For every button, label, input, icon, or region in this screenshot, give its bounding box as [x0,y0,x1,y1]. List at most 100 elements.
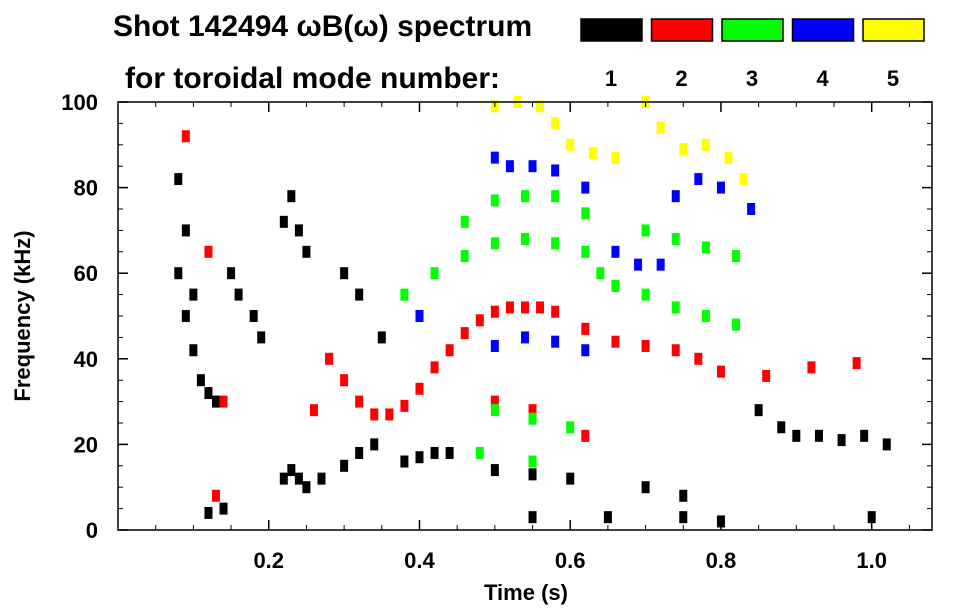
data-point-n1 [234,288,243,301]
data-point-n1 [370,438,379,451]
data-point-n4 [581,344,590,357]
x-tick-label: 0.6 [555,548,586,573]
data-point-n1 [211,395,220,408]
data-point-n4 [656,258,665,271]
data-point-n3 [528,412,537,425]
data-point-n1 [754,404,763,417]
data-point-n2 [340,374,349,387]
data-point-n1 [340,267,349,280]
data-point-n1 [287,464,296,477]
data-point-n3 [521,232,529,245]
data-point-n4 [521,331,529,344]
data-point-n1 [777,421,786,434]
x-axis-label: Time (s) [484,580,568,605]
data-point-n5 [739,173,748,186]
data-point-n4 [551,335,560,348]
data-point-n3 [671,301,680,314]
chart-title: Shot 142494 ωB(ω) spectrum [113,10,532,43]
legend-swatch-3 [721,18,784,42]
data-point-n1 [679,511,688,524]
data-point-n1 [189,344,198,357]
data-point-n1 [294,472,303,485]
data-point-n5 [724,151,733,164]
data-point-n1 [430,446,439,459]
data-point-n1 [317,472,326,485]
data-point-n4 [611,245,620,258]
data-point-n2 [551,305,560,318]
y-tick-label: 40 [74,347,98,372]
data-point-n3 [490,194,499,207]
data-point-n2 [694,352,703,365]
legend-label-4: 4 [816,66,829,91]
data-point-n3 [732,250,741,263]
data-point-n1 [566,472,575,485]
data-point-n3 [581,245,590,258]
data-point-n1 [882,438,891,451]
x-tick-label: 0.4 [404,548,435,573]
data-point-n2 [460,327,469,340]
legend-label: for toroidal mode number: [125,62,500,95]
plot-frame [117,101,933,531]
data-point-n1 [340,459,349,472]
legend-swatch-4 [791,18,855,42]
data-point-n2 [611,335,620,348]
data-point-n2 [521,301,529,314]
data-point-n1 [355,288,364,301]
data-point-n4 [671,190,680,203]
data-point-n4 [551,164,560,177]
y-tick-label: 20 [74,432,98,457]
data-point-n3 [490,404,499,417]
y-tick-label: 100 [61,90,98,115]
data-marks [174,96,891,528]
data-point-n3 [641,224,650,237]
data-point-n4 [490,151,499,164]
data-point-n1 [249,310,258,322]
data-point-n1 [196,374,205,387]
data-point-n5 [656,121,665,134]
data-point-n1 [174,173,183,186]
data-point-n3 [460,215,469,228]
legend-label-3: 3 [746,66,758,91]
data-point-n4 [694,173,703,186]
data-point-n1 [181,224,190,237]
data-point-n4 [490,339,499,352]
data-point-n2 [490,395,499,408]
data-point-n2 [430,361,439,374]
data-point-n3 [701,241,710,254]
data-point-n1 [204,387,213,400]
data-point-n2 [181,130,190,143]
data-point-n2 [716,365,725,378]
series-n1 [174,173,891,528]
data-point-n2 [762,369,771,382]
data-point-n2 [415,382,424,395]
data-point-n1 [867,511,876,524]
data-point-n1 [490,464,499,477]
y-tick-label: 0 [86,518,98,543]
data-point-n1 [528,468,537,481]
data-point-n2 [641,339,650,352]
data-point-n2 [219,395,228,408]
data-point-n5 [566,138,575,151]
data-point-n1 [227,267,236,280]
data-point-n1 [641,481,650,494]
data-point-n3 [596,267,605,280]
data-point-n1 [174,267,183,280]
data-point-n2 [807,361,816,374]
data-point-n1 [279,215,288,228]
legend-label-1: 1 [605,66,617,91]
data-point-n4 [634,258,643,271]
data-point-n5 [551,117,560,130]
x-tick-label: 0.2 [253,548,284,573]
data-point-n1 [679,489,688,502]
data-point-n2 [400,399,409,412]
data-point-n1 [528,511,537,524]
legend-swatch-2 [650,18,714,42]
data-point-n4 [415,310,424,322]
x-tick-label: 1.0 [856,548,887,573]
x-tick-label: 0.8 [706,548,737,573]
data-point-n1 [445,446,454,459]
data-point-n1 [287,190,296,203]
data-point-n2 [355,395,364,408]
data-point-n4 [528,160,537,173]
